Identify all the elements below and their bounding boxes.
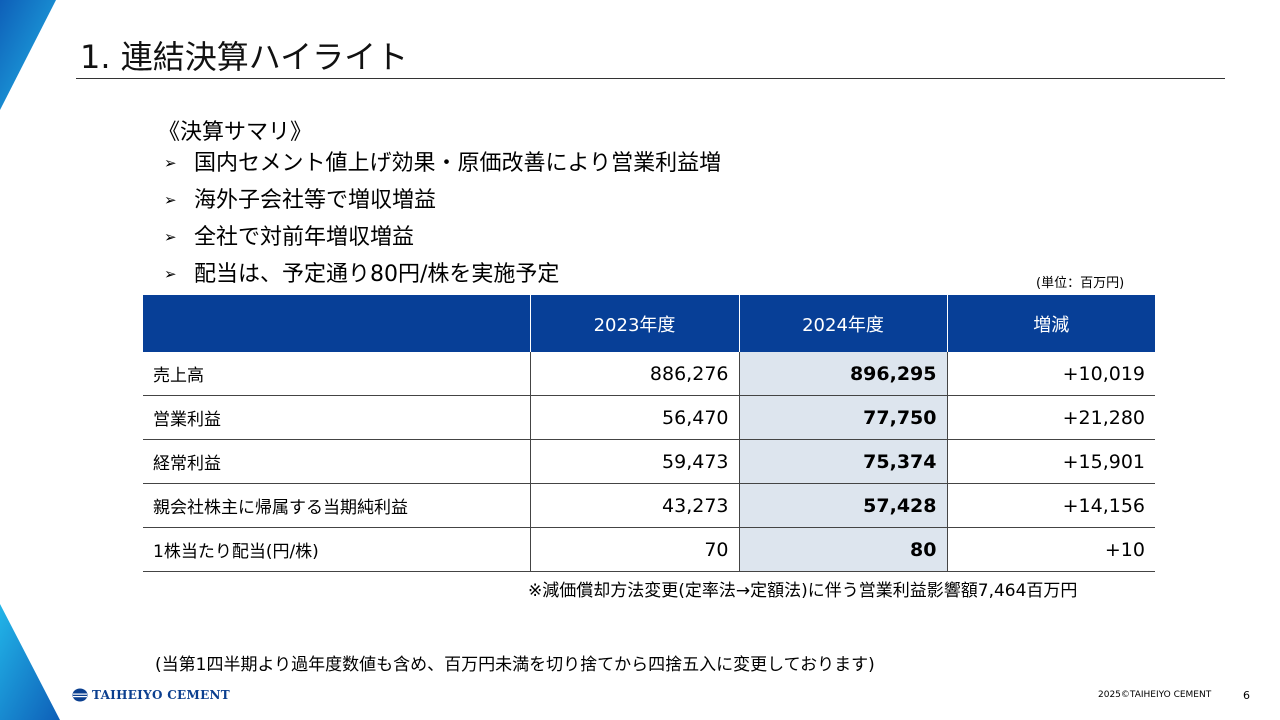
value-fy2023: 886,276: [529, 352, 739, 396]
value-fy2024: 75,374: [738, 439, 947, 484]
unit-note: (単位：百万円): [1036, 276, 1125, 291]
table-row: 営業利益 56,470 77,750 +21,280: [143, 395, 1155, 440]
summary-bullet-list: ➢ 国内セメント値上げ効果・原価改善により営業利益増 ➢ 海外子会社等で増収増益 ➢…: [160, 145, 721, 293]
value-change: +14,156: [946, 483, 1155, 528]
depreciation-footnote: ※減価償却方法変更(定率法→定額法)に伴う営業利益影響額7,464百万円: [528, 581, 1078, 601]
row-label: 営業利益: [143, 395, 530, 440]
arrowhead-bullet-icon: ➢: [164, 191, 177, 209]
row-label: 経常利益: [143, 439, 530, 484]
summary-bullet: ➢ 国内セメント値上げ効果・原価改善により営業利益増: [160, 145, 721, 182]
value-fy2024: 57,428: [738, 483, 947, 528]
value-fy2023: 56,470: [529, 395, 739, 440]
copyright-notice: 2025©TAIHEIYO CEMENT: [1098, 690, 1212, 700]
page-number: 6: [1243, 689, 1250, 702]
logo-mark-icon: [72, 688, 88, 702]
value-fy2023: 59,473: [529, 439, 739, 484]
value-fy2023: 70: [529, 527, 739, 572]
logo-text: TAIHEIYO CEMENT: [92, 688, 231, 702]
title-divider: [76, 78, 1225, 79]
arrowhead-bullet-icon: ➢: [164, 154, 177, 172]
arrowhead-bullet-icon: ➢: [164, 228, 177, 246]
summary-bullet: ➢ 海外子会社等で増収増益: [160, 182, 721, 219]
table-header-row: 2023年度 2024年度 増減: [143, 295, 1155, 352]
summary-heading: 《決算サマリ》: [158, 120, 313, 145]
summary-bullet: ➢ 配当は、予定通り80円/株を実施予定: [160, 256, 721, 293]
value-fy2023: 43,273: [529, 483, 739, 528]
value-change: +21,280: [946, 395, 1155, 440]
corner-decoration-top: [0, 0, 56, 110]
header-cell-fy2024: 2024年度: [738, 295, 947, 352]
summary-bullet: ➢ 全社で対前年増収増益: [160, 219, 721, 256]
header-cell-change: 増減: [946, 295, 1155, 352]
rounding-note: (当第1四半期より過年度数値も含め、百万円未満を切り捨てから四捨五入に変更してお…: [155, 655, 875, 675]
value-change: +15,901: [946, 439, 1155, 484]
value-fy2024: 80: [738, 527, 947, 572]
corner-decoration-bottom: [0, 604, 60, 720]
header-cell-item: [143, 295, 530, 352]
value-change: +10,019: [946, 352, 1155, 396]
header-cell-fy2023: 2023年度: [529, 295, 739, 352]
table-row: 売上高 886,276 896,295 +10,019: [143, 352, 1155, 396]
results-table: 2023年度 2024年度 増減 売上高 886,276 896,295 +10…: [143, 295, 1155, 572]
table-row: 1株当たり配当(円/株) 70 80 +10: [143, 527, 1155, 572]
page-title: 1. 連結決算ハイライト: [80, 38, 409, 76]
value-fy2024: 896,295: [738, 352, 947, 396]
value-change: +10: [946, 527, 1155, 572]
arrowhead-bullet-icon: ➢: [164, 265, 177, 283]
company-logo: TAIHEIYO CEMENT: [72, 688, 230, 702]
table-row: 親会社株主に帰属する当期純利益 43,273 57,428 +14,156: [143, 483, 1155, 528]
value-fy2024: 77,750: [738, 395, 947, 440]
row-label: 1株当たり配当(円/株): [143, 527, 530, 572]
row-label: 売上高: [143, 352, 530, 396]
table-row: 経常利益 59,473 75,374 +15,901: [143, 439, 1155, 484]
row-label: 親会社株主に帰属する当期純利益: [143, 483, 530, 528]
